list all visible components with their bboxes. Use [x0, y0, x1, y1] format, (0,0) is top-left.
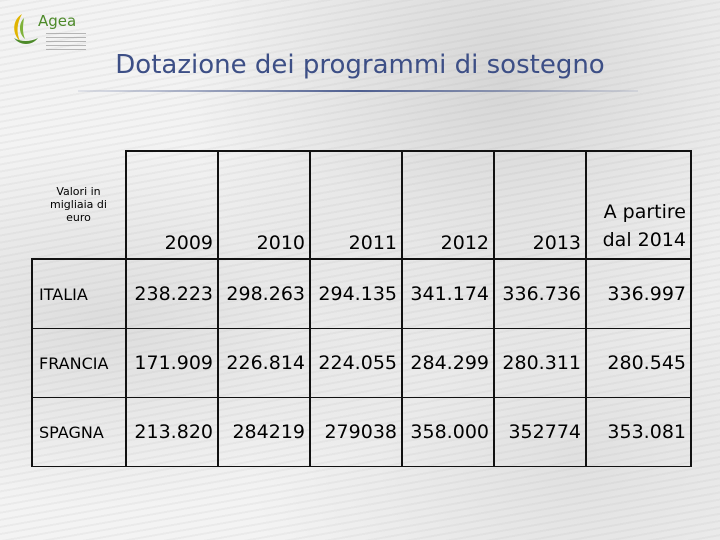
page-title: Dotazione dei programmi di sostegno — [115, 50, 605, 80]
title-underline — [78, 90, 638, 92]
logo-text: Agea — [38, 12, 77, 30]
value-cell: 279038 — [309, 397, 402, 467]
value-cell: 226.814 — [217, 328, 310, 398]
value-cell: 352774 — [493, 397, 586, 467]
value-cell: 353.081 — [585, 397, 692, 467]
value-cell: 280.545 — [585, 328, 692, 398]
value-cell: 171.909 — [125, 328, 218, 398]
value-cell: 358.000 — [401, 397, 494, 467]
table-row: FRANCIA 171.909 226.814 224.055 284.299 … — [31, 328, 692, 398]
header-row: Valori in migliaia di euro 2009 2010 201… — [32, 150, 692, 259]
country-cell: SPAGNA — [31, 397, 126, 467]
unit-note: Valori in migliaia di euro — [32, 151, 126, 259]
value-cell: 280.311 — [493, 328, 586, 398]
value-cell: 336.997 — [585, 258, 692, 329]
column-header-2009: 2009 — [125, 150, 218, 259]
table-row: SPAGNA 213.820 284219 279038 358.000 352… — [31, 397, 692, 467]
value-cell: 238.223 — [125, 258, 218, 329]
unit-note-text: Valori in migliaia di euro — [50, 185, 107, 224]
value-cell: 284219 — [217, 397, 310, 467]
column-header-from-2014: A partire dal 2014 — [585, 150, 692, 259]
country-cell: ITALIA — [31, 258, 126, 329]
value-cell: 224.055 — [309, 328, 402, 398]
agea-logo: Agea — [8, 8, 88, 51]
table-row: ITALIA 238.223 298.263 294.135 341.174 3… — [31, 258, 692, 329]
column-header-2011: 2011 — [309, 150, 402, 259]
column-header-2010: 2010 — [217, 150, 310, 259]
logo-subtext-lines — [46, 33, 86, 51]
value-cell: 298.263 — [217, 258, 310, 329]
value-cell: 284.299 — [401, 328, 494, 398]
value-cell: 294.135 — [309, 258, 402, 329]
column-header-2012: 2012 — [401, 150, 494, 259]
value-cell: 341.174 — [401, 258, 494, 329]
country-cell: FRANCIA — [31, 328, 126, 398]
value-cell: 213.820 — [125, 397, 218, 467]
funding-table: Valori in migliaia di euro 2009 2010 201… — [31, 150, 692, 467]
agea-leaf-icon — [14, 14, 38, 44]
value-cell: 336.736 — [493, 258, 586, 329]
column-header-2013: 2013 — [493, 150, 586, 259]
